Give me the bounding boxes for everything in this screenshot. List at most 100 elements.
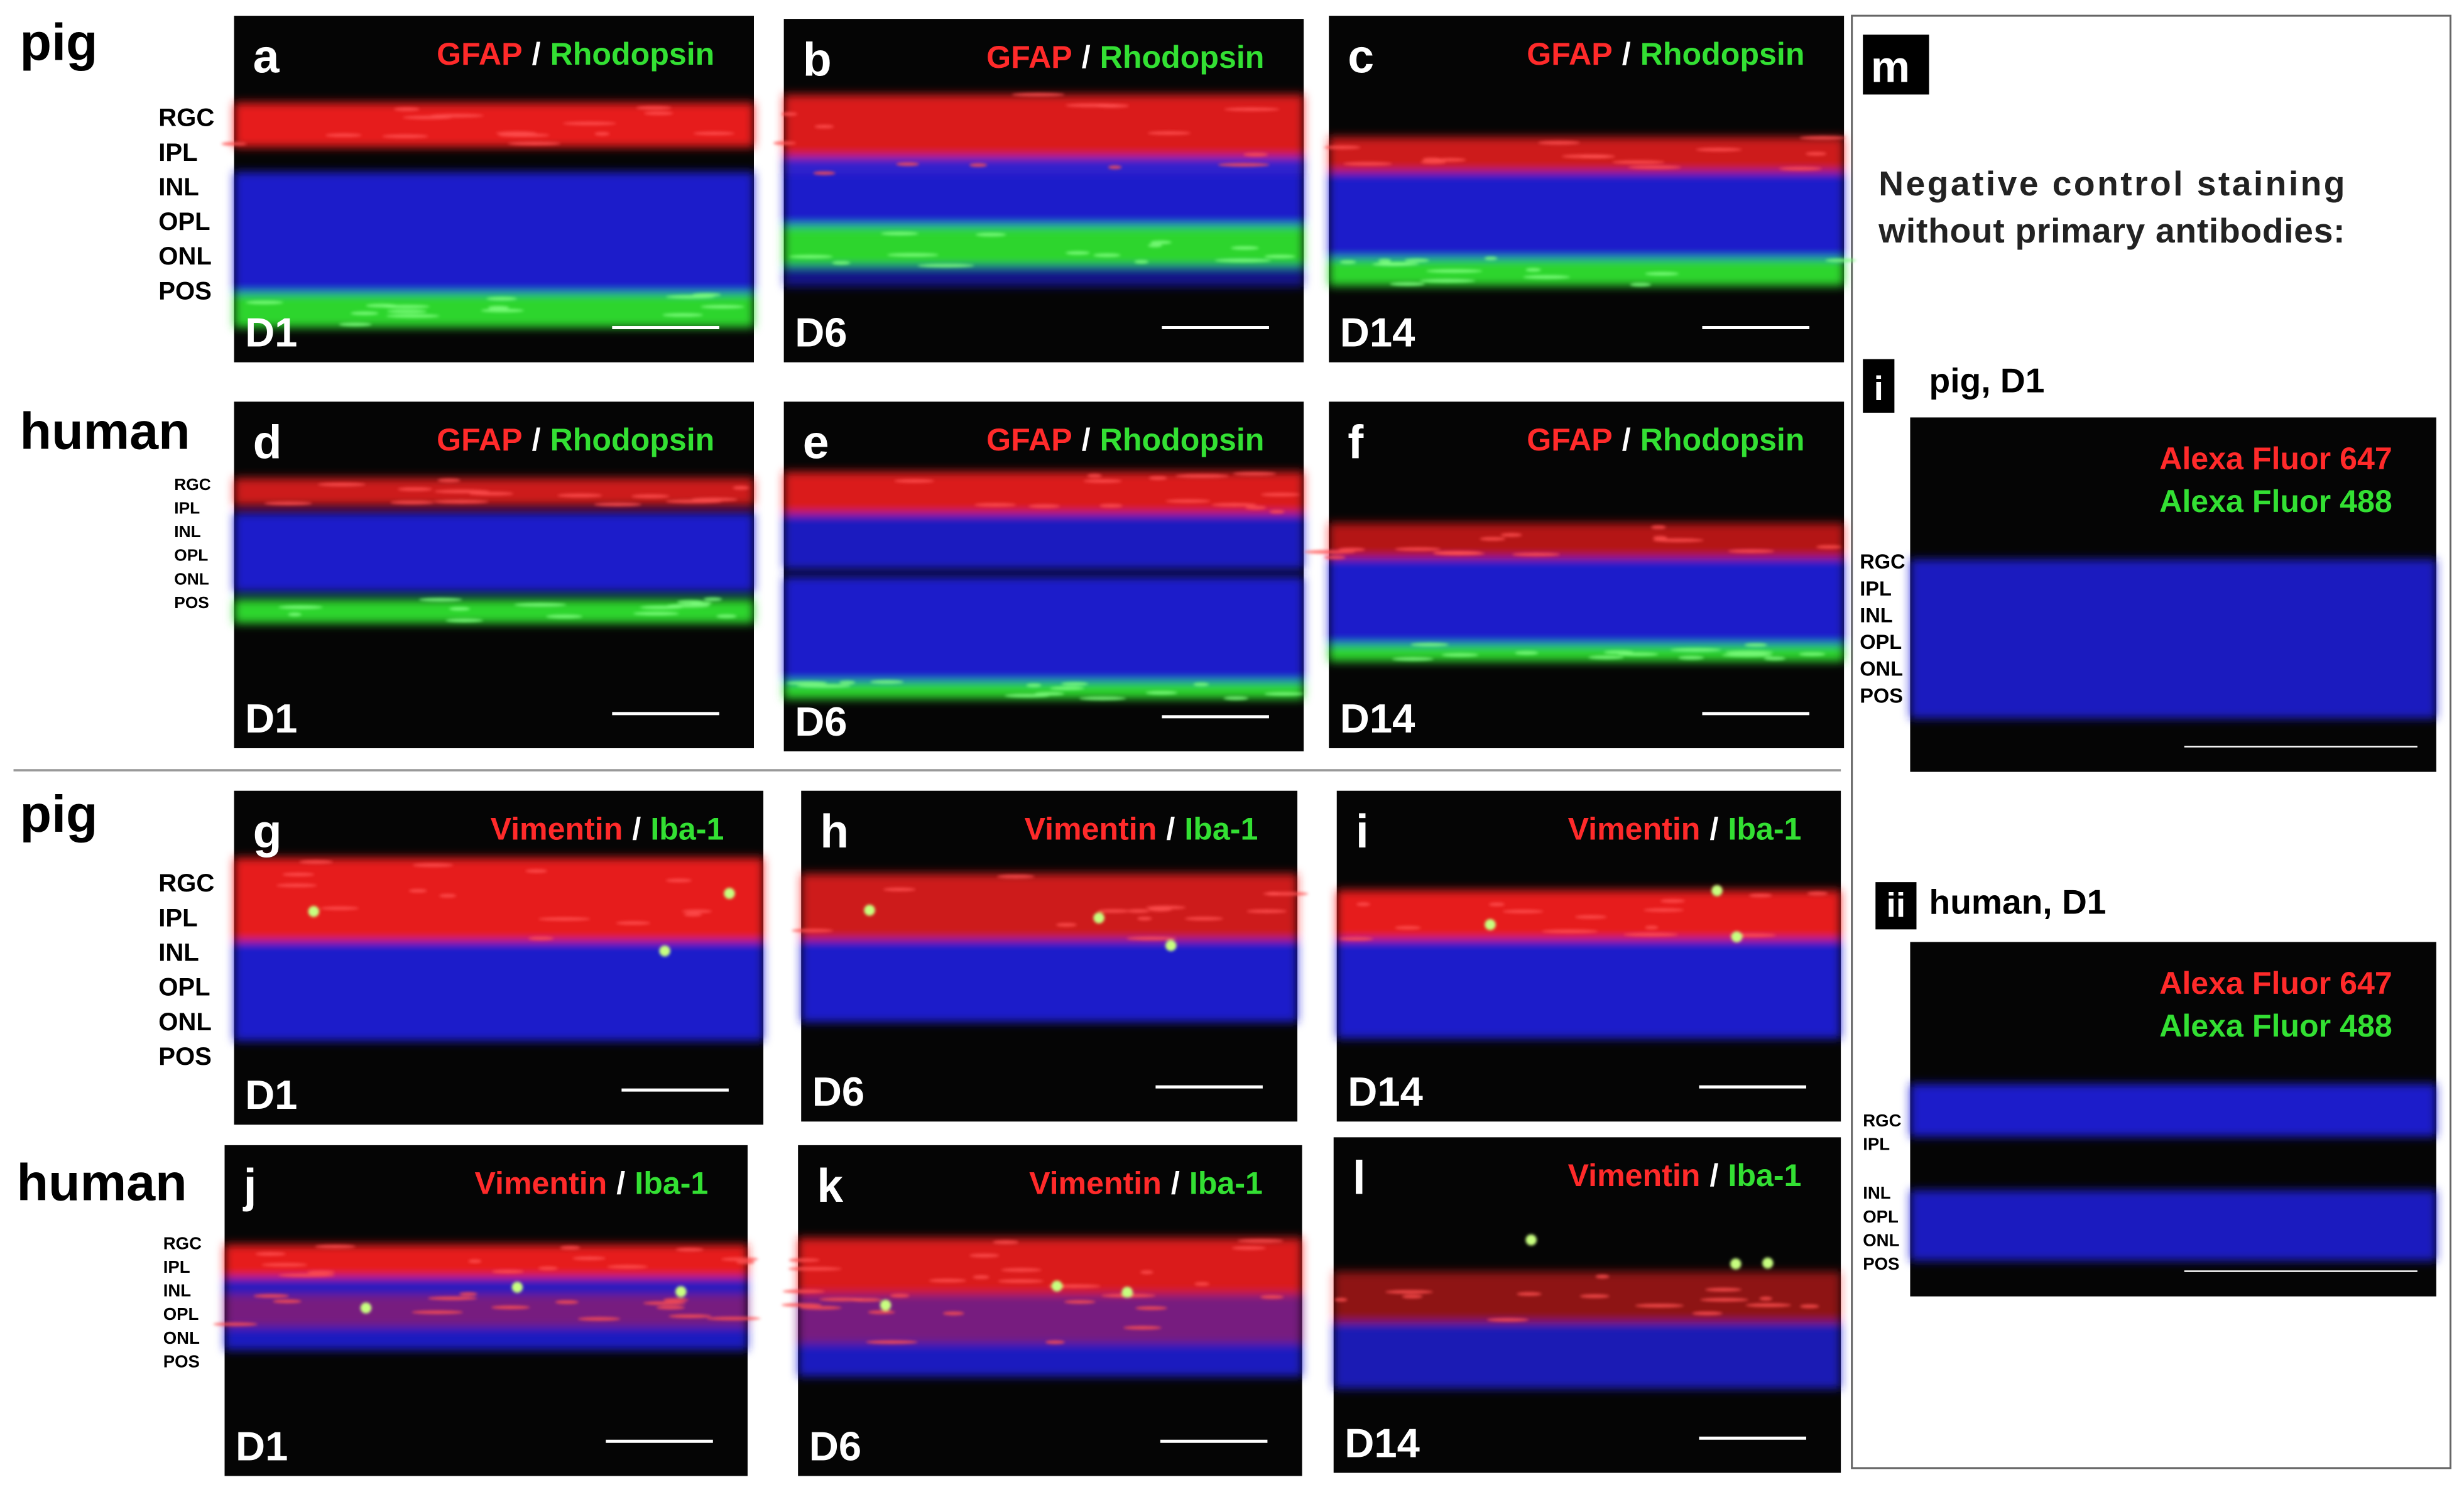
fiber xyxy=(468,1259,482,1263)
fiber xyxy=(1705,1287,1742,1292)
fiber xyxy=(382,304,430,308)
tissue-layer xyxy=(234,512,754,592)
fiber xyxy=(887,253,939,257)
control-text: Negative control staining xyxy=(1878,164,2345,203)
fiber xyxy=(881,231,919,236)
fiber xyxy=(434,489,489,494)
letter-box xyxy=(1863,35,1929,95)
fiber xyxy=(974,503,1017,507)
stain-separator: / xyxy=(1709,1158,1718,1193)
tissue-layer xyxy=(1910,1084,2436,1137)
cell xyxy=(1165,940,1177,951)
tissue xyxy=(234,477,754,624)
fiber xyxy=(1140,1270,1153,1275)
stain-green: Iba-1 xyxy=(1728,811,1801,846)
day-label: D6 xyxy=(809,1423,861,1469)
fiber xyxy=(1231,246,1259,250)
cell xyxy=(511,1282,523,1293)
cell xyxy=(1730,1258,1742,1270)
fiber xyxy=(721,1257,758,1261)
fiber xyxy=(663,1298,689,1302)
fiber xyxy=(644,111,673,116)
fiber xyxy=(486,297,517,301)
tissue xyxy=(783,94,1304,287)
tissue xyxy=(801,873,1298,1023)
fiber xyxy=(993,1240,1019,1245)
stain-red: GFAP xyxy=(437,36,522,72)
tissue-layer xyxy=(234,599,754,624)
stain-green: Rhodopsin xyxy=(1100,40,1265,75)
fiber xyxy=(1263,891,1309,896)
layer-label: RGC xyxy=(174,475,210,494)
tissue-layer xyxy=(234,858,764,941)
day-label: D6 xyxy=(795,699,847,744)
fiber xyxy=(631,494,670,498)
layer-label: INL xyxy=(158,939,199,967)
fiber xyxy=(1644,908,1684,912)
fiber xyxy=(221,142,247,146)
fiber xyxy=(264,501,312,506)
fiber xyxy=(643,1301,686,1305)
fiber xyxy=(894,479,935,483)
tissue-layer xyxy=(801,873,1298,940)
fiber xyxy=(213,1322,258,1326)
tissue-layer xyxy=(783,266,1304,287)
fiber xyxy=(1079,696,1126,700)
fiber xyxy=(1390,282,1426,286)
fiber xyxy=(1055,923,1077,927)
layer-label: ONL xyxy=(158,1008,212,1036)
fiber xyxy=(481,308,524,313)
fiber xyxy=(572,1256,606,1261)
panel-letter: j xyxy=(243,1159,257,1212)
fiber xyxy=(1612,160,1665,165)
fiber xyxy=(317,482,366,487)
fiber xyxy=(1175,474,1229,478)
fiber xyxy=(1502,909,1544,913)
layer-label: ONL xyxy=(174,569,209,588)
fiber xyxy=(1419,278,1476,283)
fiber xyxy=(693,131,735,136)
fiber xyxy=(387,309,427,313)
fiber xyxy=(1224,107,1280,112)
fiber xyxy=(1214,258,1272,263)
numeral-box xyxy=(1863,359,1895,413)
stain-separator: / xyxy=(532,422,541,457)
fiber xyxy=(1816,545,1841,549)
fiber xyxy=(1486,1317,1529,1322)
fiber xyxy=(393,107,420,111)
fiber xyxy=(1126,936,1177,940)
fiber xyxy=(445,618,483,623)
fibers xyxy=(264,478,750,623)
fiber xyxy=(1147,131,1191,135)
fiber xyxy=(427,1296,477,1300)
fiber xyxy=(1148,476,1167,481)
cell xyxy=(360,1302,372,1314)
fiber xyxy=(675,1248,704,1252)
fiber xyxy=(1223,696,1249,700)
fiber xyxy=(665,499,722,504)
channel-green: Alexa Fluor 488 xyxy=(2159,1008,2392,1043)
fibers xyxy=(1324,136,1856,286)
fiber xyxy=(1651,525,1666,530)
stain-label: Vimentin / Iba-1 xyxy=(474,1166,708,1201)
cell xyxy=(675,1286,687,1297)
fiber xyxy=(1066,251,1090,255)
fiber xyxy=(1269,509,1285,514)
fiber xyxy=(1500,533,1522,537)
stain-separator: / xyxy=(632,811,641,846)
tissue xyxy=(1910,1084,2436,1261)
fiber xyxy=(868,1310,895,1314)
fiber xyxy=(508,141,561,146)
fiber xyxy=(255,1251,286,1256)
tissue-layer xyxy=(234,940,764,1042)
stain-label: Vimentin / Iba-1 xyxy=(1568,1158,1802,1193)
panel-letter: b xyxy=(803,33,832,85)
tissue-layer xyxy=(234,102,754,148)
fiber xyxy=(1385,1290,1433,1294)
row-label: pig xyxy=(20,785,98,843)
stain-green: Rhodopsin xyxy=(550,422,715,457)
fibers xyxy=(213,1245,761,1326)
stain-separator: / xyxy=(1171,1166,1180,1201)
fiber xyxy=(1028,504,1060,508)
tissue-layer xyxy=(801,939,1298,1023)
